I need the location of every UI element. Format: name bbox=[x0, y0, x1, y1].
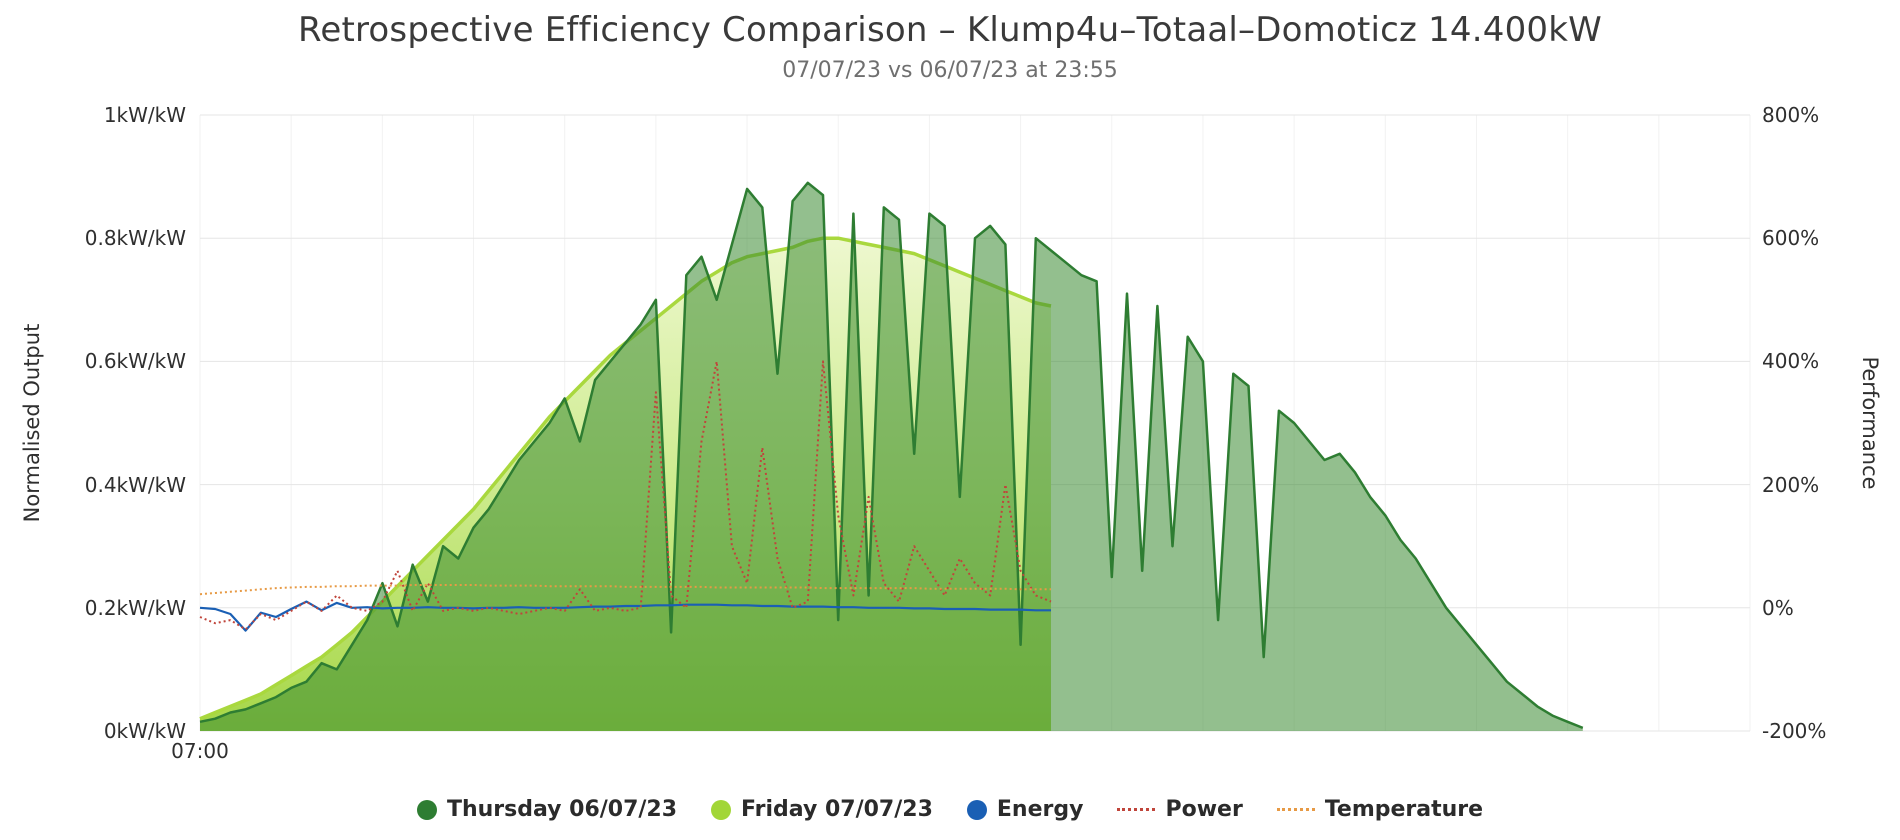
legend-item-power[interactable]: Power bbox=[1117, 797, 1243, 822]
right-axis-tick: 200% bbox=[1762, 473, 1820, 497]
right-axis-tick: 800% bbox=[1762, 103, 1820, 127]
legend: Thursday 06/07/23 Friday 07/07/23 Energy… bbox=[0, 797, 1900, 822]
left-axis-tick: 0.4kW/kW bbox=[84, 473, 186, 497]
right-axis-title: Performance bbox=[1858, 356, 1882, 490]
legend-item-energy[interactable]: Energy bbox=[966, 797, 1084, 822]
power-series-swatch-icon bbox=[1117, 808, 1156, 811]
thursday-06-07-23-line bbox=[199, 181, 1584, 730]
thursday-06-07-23-area bbox=[200, 182, 1583, 732]
right-axis-tick: 600% bbox=[1762, 226, 1820, 250]
left-axis-tick: 0kW/kW bbox=[103, 719, 186, 743]
right-axis-tick: 0% bbox=[1762, 596, 1794, 620]
chart-title: Retrospective Efficiency Comparison – Kl… bbox=[298, 10, 1602, 50]
friday-series-swatch-icon bbox=[711, 799, 732, 820]
energy-line bbox=[199, 600, 1051, 632]
legend-label-thursday: Thursday 06/07/23 bbox=[446, 797, 678, 822]
right-axis-tick: -200% bbox=[1762, 719, 1827, 743]
legend-item-friday[interactable]: Friday 07/07/23 bbox=[711, 797, 933, 822]
plot-svg bbox=[199, 114, 1751, 732]
temperature-line bbox=[199, 584, 1051, 596]
chart-subtitle: 07/07/23 vs 06/07/23 at 23:55 bbox=[782, 58, 1118, 83]
legend-item-thursday[interactable]: Thursday 06/07/23 bbox=[416, 797, 678, 822]
legend-item-temperature[interactable]: Temperature bbox=[1276, 797, 1484, 822]
chart-area: Normalised Output Performance 0kW/kW 0.2… bbox=[0, 83, 1900, 783]
left-axis-tick: 0.2kW/kW bbox=[84, 596, 186, 620]
left-axis-tick: 0.8kW/kW bbox=[84, 226, 186, 250]
temperature-series-swatch-icon bbox=[1276, 808, 1315, 811]
legend-label-energy: Energy bbox=[996, 797, 1084, 822]
left-axis-tick: 1kW/kW bbox=[103, 103, 186, 127]
left-axis-tick: 0.6kW/kW bbox=[84, 349, 186, 373]
power-line bbox=[199, 360, 1052, 631]
legend-label-power: Power bbox=[1165, 797, 1243, 822]
legend-label-temperature: Temperature bbox=[1324, 797, 1484, 822]
energy-series-swatch-icon bbox=[966, 799, 987, 820]
x-axis-tick: 07:00 bbox=[171, 739, 229, 763]
right-axis-tick: 400% bbox=[1762, 349, 1820, 373]
legend-label-friday: Friday 07/07/23 bbox=[741, 797, 933, 822]
thursday-series-swatch-icon bbox=[416, 799, 437, 820]
